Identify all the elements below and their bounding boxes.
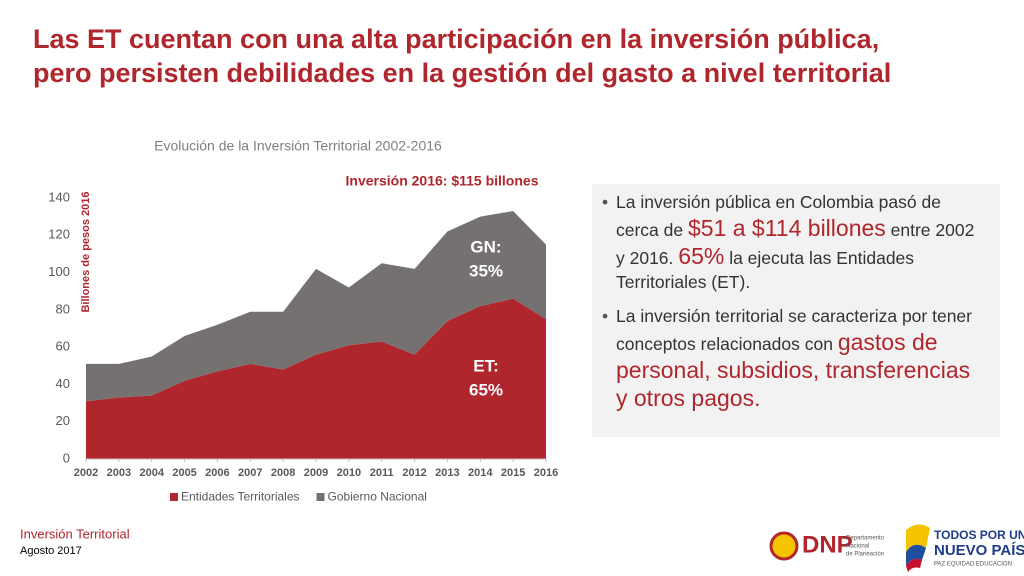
bullet-text: gastos de personal, subsidios, transfere… — [616, 329, 971, 411]
y-axis-label: Billones de pesos 2016 — [80, 191, 92, 312]
bullet-text: la ejecuta las Entidades Territoriales (… — [616, 248, 915, 292]
title-line: pero persisten debilidades en la gestión… — [33, 58, 892, 88]
y-tick-label: 80 — [56, 301, 70, 316]
swoosh — [906, 524, 930, 552]
dnp-name: Departamento — [846, 536, 885, 542]
annotation: Inversión 2016: $115 billones — [346, 173, 539, 189]
swoosh — [906, 558, 922, 572]
x-tick-label: 2012 — [402, 467, 426, 479]
y-tick-label: 100 — [48, 264, 70, 279]
bullet-text: 65% — [678, 243, 725, 269]
shield — [769, 531, 799, 561]
bullet-text: entre 2002 y 2016. — [616, 220, 975, 268]
legend-label: Gobierno Nacional — [328, 490, 427, 504]
slide-title: Las ET cuentan con una alta participació… — [33, 22, 1013, 90]
y-tick-label: 140 — [48, 189, 70, 204]
chart-title: Evolución de la Inversión Territorial 20… — [154, 138, 442, 154]
x-tick-label: 2011 — [370, 467, 394, 479]
footer-section: Inversión Territorial — [20, 526, 130, 541]
gov-text: NUEVO PAÍS — [934, 542, 1024, 559]
footer-date: Agosto 2017 — [20, 545, 82, 557]
x-tick-label: 2013 — [435, 467, 459, 479]
legend-swatch — [170, 493, 178, 501]
bullet-text: La inversión pública en Colombia pasó de… — [616, 192, 941, 240]
x-tick-label: 2014 — [468, 467, 493, 479]
area-label: 35% — [469, 261, 503, 280]
x-tick-label: 2008 — [271, 467, 295, 479]
gov-motto: PAZ EQUIDAD EDUCACIÓN — [934, 561, 1012, 568]
y-tick-label: 0 — [63, 450, 70, 465]
area-label: ET: — [473, 356, 499, 375]
gov-text: TODOS POR UN — [934, 528, 1024, 542]
x-tick-label: 2015 — [501, 467, 525, 479]
area — [86, 298, 546, 459]
bullet-text: La inversión territorial se caracteriza … — [616, 306, 972, 354]
dnp-logo: DNP Departamento Nacional de Planeación — [769, 531, 885, 561]
y-tick-label: 60 — [56, 339, 70, 354]
x-tick-label: 2005 — [172, 467, 196, 479]
x-tick-label: 2007 — [238, 467, 262, 479]
dnp-text: DNP — [802, 531, 853, 558]
legend-label: Entidades Territoriales — [181, 490, 300, 504]
area-label: 65% — [469, 380, 503, 399]
swoosh — [906, 544, 926, 566]
x-tick-label: 2016 — [534, 467, 558, 479]
dnp-name: de Planeación — [846, 552, 884, 558]
text-box: La inversión pública en Colombia pasó de… — [592, 184, 1000, 437]
area-label: GN: — [470, 237, 501, 256]
x-tick-label: 2009 — [304, 467, 328, 479]
y-tick-label: 120 — [48, 227, 70, 242]
y-tick-label: 20 — [56, 413, 70, 428]
y-tick-label: 40 — [56, 376, 70, 391]
gov-logo: TODOS POR UN NUEVO PAÍS PAZ EQUIDAD EDUC… — [906, 524, 1024, 572]
area — [86, 211, 546, 402]
bullet: La inversión territorial se caracteriza … — [602, 304, 986, 412]
bullet-text: $51 a $114 billones — [687, 215, 886, 241]
x-tick-label: 2010 — [337, 467, 361, 479]
x-tick-label: 2006 — [205, 467, 229, 479]
dnp-name: Nacional — [846, 544, 869, 550]
legend-swatch — [316, 493, 325, 501]
bullet: La inversión pública en Colombia pasó de… — [602, 190, 986, 294]
x-tick-label: 2003 — [107, 467, 131, 479]
x-tick-label: 2002 — [74, 467, 98, 479]
x-tick-label: 2004 — [139, 467, 164, 479]
title-line: Las ET cuentan con una alta participació… — [33, 24, 880, 54]
